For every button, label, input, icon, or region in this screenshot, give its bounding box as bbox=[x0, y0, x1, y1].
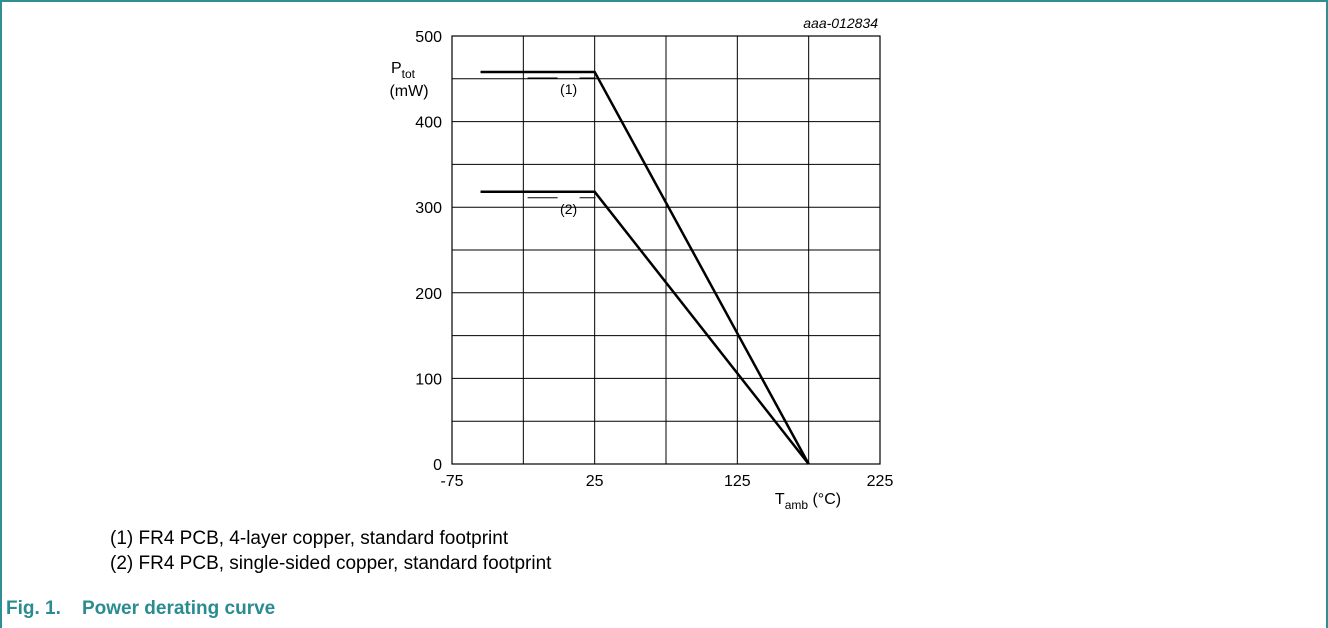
y-axis-unit: (mW) bbox=[389, 83, 428, 100]
series-label-2: (2) bbox=[560, 201, 577, 217]
x-tick-label: -75 bbox=[440, 473, 463, 490]
y-tick-label: 0 bbox=[433, 457, 442, 474]
caption-number: Fig. 1. bbox=[6, 598, 61, 619]
plot-area bbox=[451, 35, 881, 465]
x-tick-label: 225 bbox=[867, 473, 894, 490]
note-2: (2) FR4 PCB, single-sided copper, standa… bbox=[110, 553, 552, 574]
x-axis-unit: (°C) bbox=[808, 491, 841, 508]
y-tick-label: 500 bbox=[415, 29, 442, 46]
y-tick-label: 200 bbox=[415, 286, 442, 303]
x-tick-label: 25 bbox=[586, 473, 604, 490]
figure-notes: (1) FR4 PCB, 4-layer copper, standard fo… bbox=[110, 526, 551, 576]
figure-caption: Fig. 1. Power derating curve bbox=[6, 598, 275, 620]
x-tick-label: 125 bbox=[724, 473, 751, 490]
y-axis-subscript: tot bbox=[402, 67, 416, 81]
series-line-2 bbox=[480, 190, 810, 465]
series-label-1: (1) bbox=[560, 81, 577, 97]
y-tick-label: 300 bbox=[415, 200, 442, 217]
caption-title: Power derating curve bbox=[82, 598, 276, 619]
y-axis-symbol: P bbox=[391, 60, 402, 77]
x-axis-subscript: amb bbox=[785, 498, 809, 512]
y-tick-label: 100 bbox=[415, 371, 442, 388]
y-tick-label: 400 bbox=[415, 115, 442, 132]
x-axis-label: Tamb (°C) bbox=[775, 491, 841, 512]
figure-code: aaa-012834 bbox=[803, 15, 878, 31]
series-line-1 bbox=[480, 70, 810, 465]
note-1: (1) FR4 PCB, 4-layer copper, standard fo… bbox=[110, 528, 509, 549]
y-axis-label: Ptot bbox=[391, 60, 416, 81]
x-axis-symbol: T bbox=[775, 491, 785, 508]
